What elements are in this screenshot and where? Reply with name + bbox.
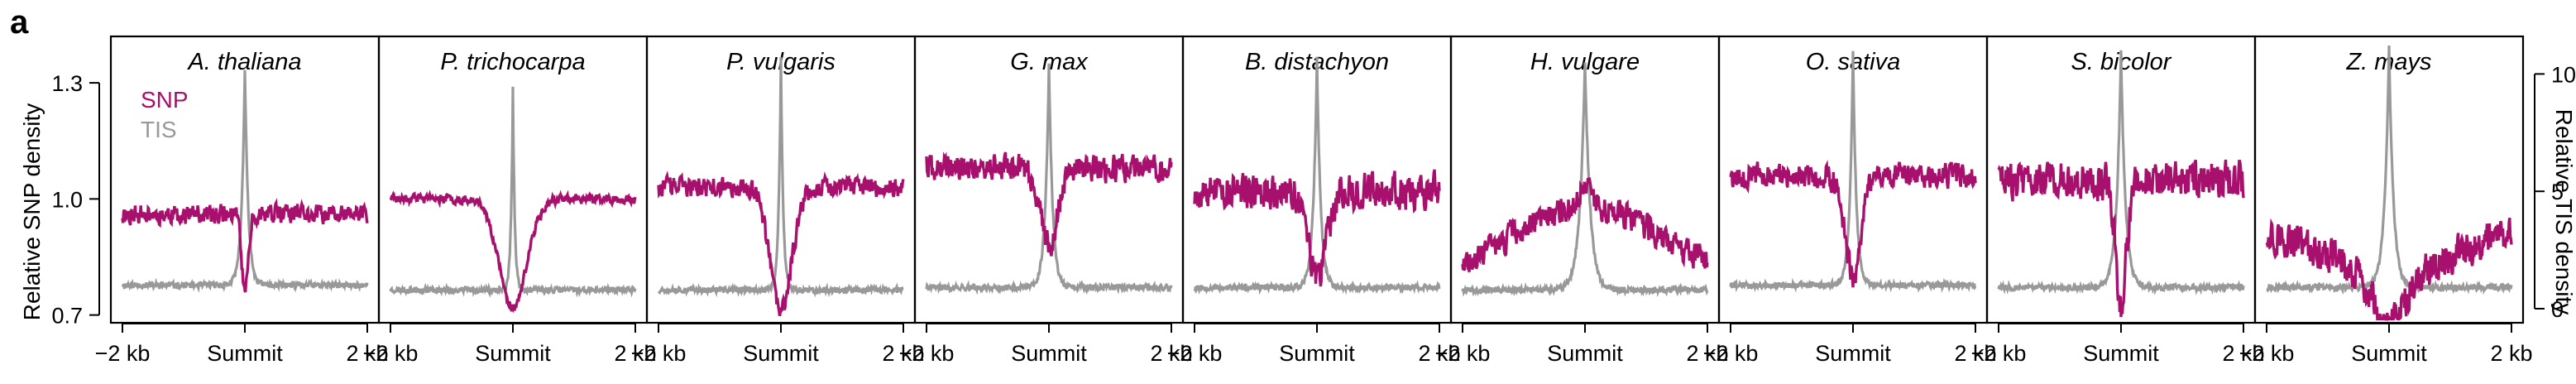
x-tick-label: −2 kb	[95, 341, 151, 366]
tis-series-line	[1729, 50, 1977, 294]
x-tick-label: 2 kb	[346, 341, 388, 366]
snp-series-line	[1997, 159, 2245, 318]
panel-6: H. vulgare−2 kb Summit 2 kb	[1435, 35, 1729, 366]
x-tick-label: 2 kb	[2222, 341, 2264, 366]
x-tick-label: Summit	[1547, 341, 1623, 366]
tis-series-line	[1461, 62, 1709, 297]
snp-series-line	[1193, 169, 1441, 287]
panel-5: B. distachyon−2 kb Summit 2 kb	[1167, 35, 1461, 366]
snp-series-line	[1729, 160, 1977, 288]
snp-series-line	[2265, 217, 2513, 322]
x-tick-label: −2 kb	[1167, 341, 1223, 366]
snp-series-line	[1461, 177, 1709, 272]
tis-series-line	[121, 70, 369, 293]
x-tick-label: 2 kb	[614, 341, 656, 366]
panel-9: Z. mays−2 kb Summit 2 kb	[2239, 35, 2533, 366]
panel-label: a	[10, 4, 29, 41]
x-tick-label: Summit	[2351, 341, 2427, 366]
x-tick-label: 2 kb	[2490, 341, 2532, 366]
right-axis-label: Relative TIS density	[2551, 109, 2576, 315]
snp-series-line	[657, 170, 905, 317]
legend-tis: TIS	[141, 117, 177, 142]
x-tick-label: −2 kb	[2239, 341, 2295, 366]
legend-snp: SNP	[141, 87, 189, 113]
x-tick-label: −2 kb	[1435, 341, 1491, 366]
panel-4: G. max−2 kb Summit 2 kb	[899, 35, 1193, 366]
tis-series-line	[1193, 56, 1441, 295]
panel-title: P. trichocarpa	[440, 49, 585, 75]
panels-group: A. thaliana−2 kb Summit 2 kbP. trichocarpa…	[95, 35, 2533, 366]
left-axis: 0.7 1.0 1.3	[51, 71, 100, 329]
panel-3: P. vulgaris−2 kb Summit 2 kb	[631, 35, 925, 366]
right-tick-label: 5	[2551, 180, 2564, 204]
right-tick-label: 10	[2551, 62, 2576, 87]
left-tick-label: 0.7	[51, 304, 83, 329]
x-tick-label: Summit	[743, 341, 819, 366]
tis-series-line	[2266, 45, 2513, 295]
x-tick-label: −2 kb	[1971, 341, 2027, 366]
legend: SNP TIS	[141, 87, 189, 142]
left-axis-label: Relative SNP density	[19, 103, 45, 321]
left-tick-label: 1.0	[51, 187, 83, 212]
panel-8: S. bicolor−2 kb Summit 2 kb	[1971, 35, 2265, 366]
x-tick-label: Summit	[1279, 341, 1355, 366]
x-tick-label: 2 kb	[1418, 341, 1460, 366]
panel-7: O. sativa−2 kb Summit 2 kb	[1703, 35, 1997, 366]
x-tick-label: −2 kb	[1703, 341, 1759, 366]
x-tick-label: Summit	[207, 341, 283, 366]
x-tick-label: Summit	[475, 341, 551, 366]
x-tick-label: 2 kb	[1686, 341, 1728, 366]
x-tick-label: 2 kb	[1150, 341, 1192, 366]
tis-series-line	[1997, 50, 2245, 296]
x-tick-label: −2 kb	[631, 341, 687, 366]
left-tick-label: 1.3	[51, 71, 83, 96]
x-tick-label: Summit	[1815, 341, 1891, 366]
snp-series-line	[121, 198, 369, 293]
right-tick-label: 0	[2551, 297, 2564, 322]
x-tick-label: −2 kb	[899, 341, 955, 366]
x-tick-label: Summit	[1011, 341, 1087, 366]
snp-series-line	[389, 190, 637, 314]
x-tick-label: 2 kb	[882, 341, 924, 366]
panel-2: P. trichocarpa −2 kb Summit 2 kb	[363, 35, 657, 366]
tis-series-line	[657, 57, 904, 298]
right-axis: 0 5 10	[2534, 62, 2576, 322]
x-tick-label: −2 kb	[363, 341, 419, 366]
tis-series-line	[925, 63, 1173, 295]
x-tick-label: Summit	[2083, 341, 2159, 366]
snp-series-line	[925, 151, 1173, 257]
x-tick-label: 2 kb	[1954, 341, 1996, 366]
panel-1: A. thaliana−2 kb Summit 2 kb	[95, 35, 389, 366]
tis-series-line	[389, 86, 637, 299]
